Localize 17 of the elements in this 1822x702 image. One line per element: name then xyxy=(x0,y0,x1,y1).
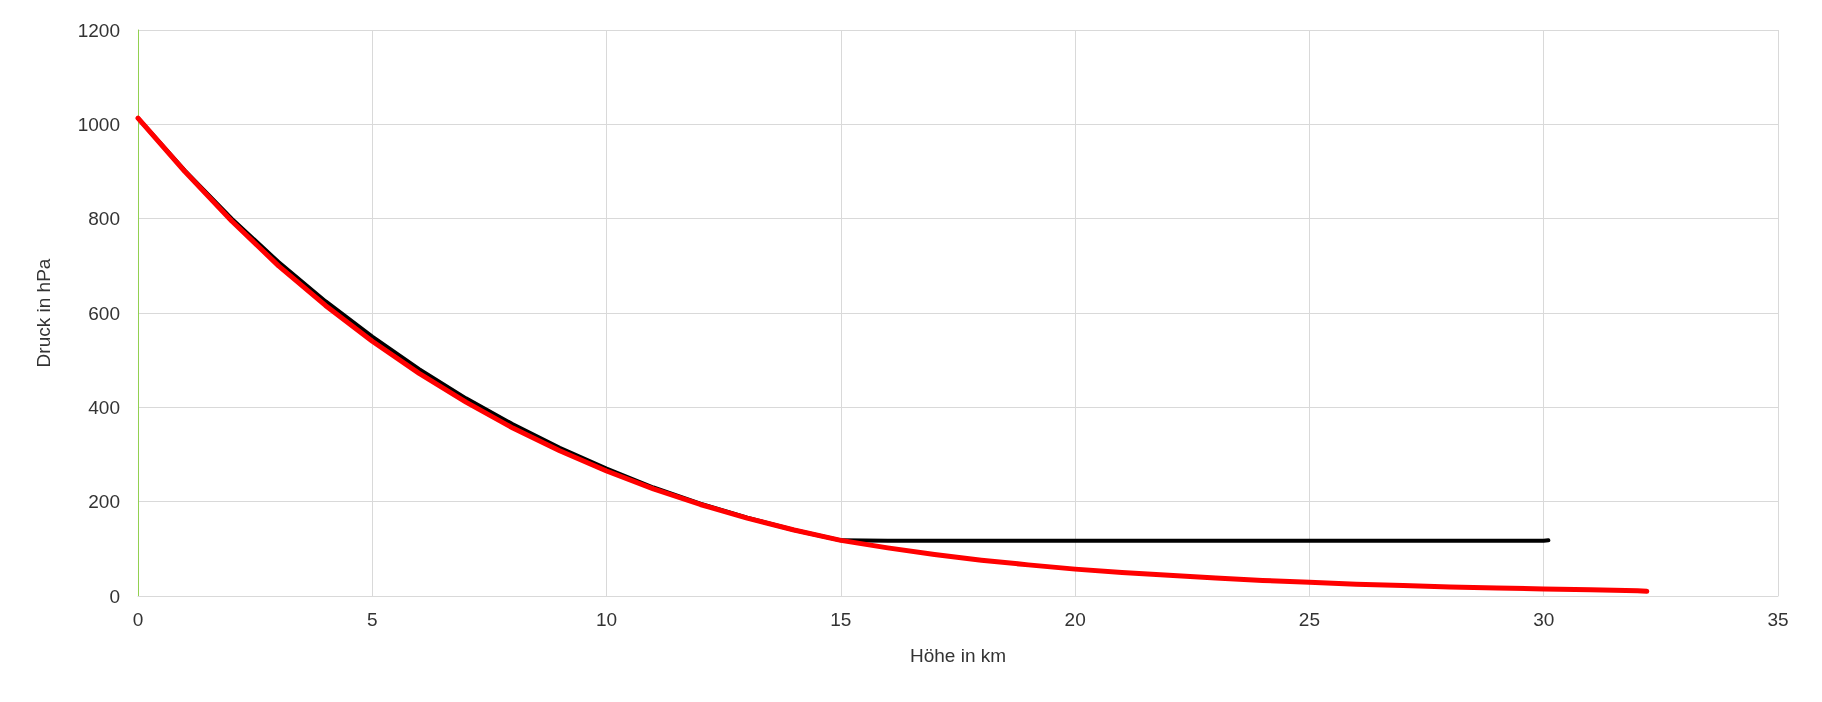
y-axis-title: Druck in hPa xyxy=(33,258,54,368)
x-tick-label: 35 xyxy=(1767,609,1789,630)
x-tick-label: 25 xyxy=(1298,609,1320,630)
y-tick-label: 800 xyxy=(88,208,120,230)
y-tick-label: 0 xyxy=(109,585,120,607)
x-tick-label: 10 xyxy=(596,609,618,630)
y-tick-label: 600 xyxy=(88,302,120,324)
y-tick-label: 400 xyxy=(88,396,120,418)
y-tick-label: 200 xyxy=(88,491,120,513)
x-axis-title: Höhe in km xyxy=(909,645,1007,666)
y-tick-label: 1000 xyxy=(77,113,120,135)
x-tick-label: 20 xyxy=(1064,609,1086,630)
x-tick-label: 5 xyxy=(367,609,378,630)
x-tick-label: 15 xyxy=(830,609,852,630)
x-tick-label: 30 xyxy=(1533,609,1555,630)
y-tick-label: 1200 xyxy=(77,19,120,41)
x-tick-label: 0 xyxy=(132,609,144,630)
